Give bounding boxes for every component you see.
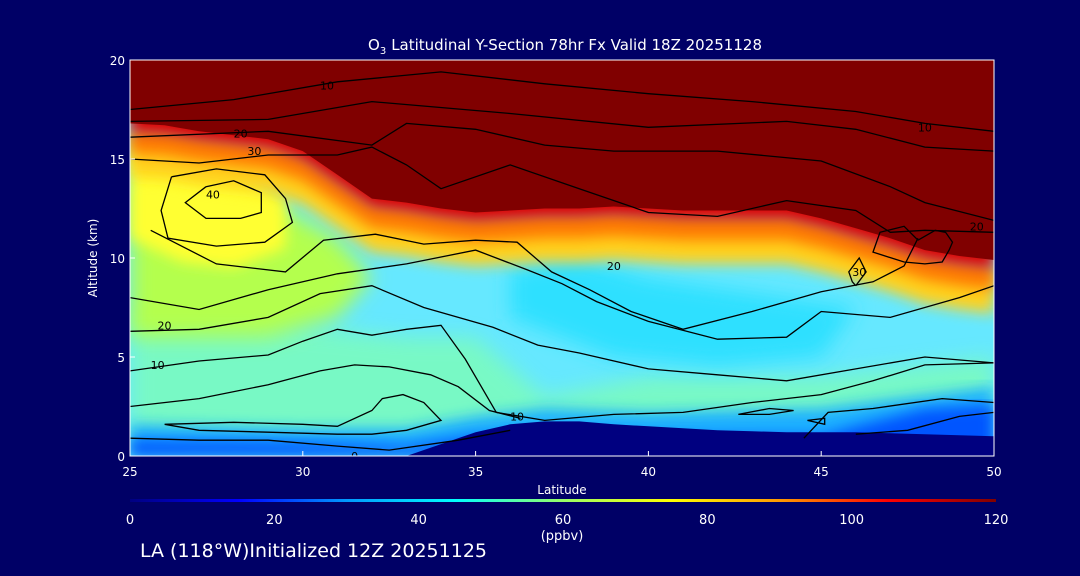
x-tick-label-40: 40: [641, 465, 656, 479]
colorbar-tick-20: 20: [266, 513, 283, 528]
contour-label-10: 30: [852, 266, 866, 279]
contour-line-30-3: [130, 146, 994, 233]
contour-line-10-16: [807, 417, 826, 426]
contour-line-20-7: [130, 249, 994, 340]
contour-line-10-13: [803, 397, 994, 439]
colorbar-tick-60: 60: [555, 513, 572, 528]
ozone-field: [130, 60, 994, 456]
contour-line-10-9: [130, 324, 994, 422]
colorbar-tick-40: 40: [410, 513, 427, 528]
x-tick-label-45: 45: [814, 465, 829, 479]
plot-area: 10 10 20 30 40 20 20 10 10 0 30 20: [130, 60, 994, 463]
colorbar-ticks: 0 20 40 60 80 100 120: [126, 513, 1009, 528]
y-tick-label-0: 0: [117, 450, 125, 464]
chart-title: O3 Latitudinal Y-Section 78hr Fx Valid 18…: [368, 36, 762, 57]
y-tick-label-10: 10: [110, 252, 125, 266]
x-axis-label: Latitude: [537, 483, 586, 497]
contour-label-4: 40: [206, 189, 220, 202]
y-tick-label-20: 20: [110, 54, 125, 68]
contour-line-30-17: [848, 256, 867, 287]
contour-line-10-11: [164, 393, 443, 435]
colorbar-tick-120: 120: [984, 513, 1009, 528]
x-tick-label-35: 35: [468, 465, 483, 479]
y-tick-label-15: 15: [110, 153, 125, 167]
contour-line-0-12: [130, 429, 511, 451]
x-tick-label-30: 30: [295, 465, 310, 479]
contour-label-0: 10: [320, 80, 334, 93]
contour-line-10-15: [738, 407, 794, 416]
y-tick-label-5: 5: [117, 351, 125, 365]
contour-line-20-18: [872, 225, 954, 265]
contour-labels: 10 10 20 30 40 20 20 10 10 0 30 20: [151, 80, 984, 463]
initialization-footer: LA (118°W)Initialized 12Z 20251125: [140, 540, 487, 562]
contour-line-10-0: [130, 71, 994, 132]
colorbar-units: (ppbv): [541, 529, 584, 544]
contour-line-10-14: [855, 411, 994, 435]
colorbar-tick-80: 80: [699, 513, 716, 528]
title-species-subscript: 3: [380, 46, 386, 57]
field-tropopause-orange: [130, 133, 994, 290]
contour-label-2: 20: [234, 127, 248, 140]
contour-lines: [130, 71, 994, 451]
title-text: Latitudinal Y-Section 78hr Fx Valid 18Z …: [391, 36, 762, 54]
x-tick-label-25: 25: [122, 465, 137, 479]
terrain-mask: [130, 421, 994, 456]
contour-label-8: 10: [510, 410, 524, 423]
contour-line-10-10: [130, 364, 521, 420]
contour-label-7: 10: [151, 359, 165, 372]
colorbar-tick-0: 0: [126, 513, 134, 528]
contour-line-30-6: [150, 229, 919, 330]
title-species-base: O: [368, 36, 380, 54]
contour-label-11: 20: [970, 220, 984, 233]
contour-label-9: 0: [351, 450, 358, 463]
contour-line-10-1: [130, 100, 994, 152]
field-stratosphere: [130, 60, 994, 260]
contour-label-6: 20: [158, 319, 172, 332]
contour-label-3: 30: [247, 145, 261, 158]
contour-label-5: 20: [607, 260, 621, 273]
contour-line-20-2: [130, 122, 994, 222]
contour-label-1: 10: [918, 121, 932, 134]
contour-line-40-4: [184, 180, 262, 220]
x-axis-ticks: 25 30 35 40 45 50: [122, 451, 1002, 479]
field-central-cyan: [510, 258, 856, 367]
contour-line-30-5: [160, 168, 294, 247]
colorbar-tick-100: 100: [839, 513, 864, 528]
x-tick-label-50: 50: [986, 465, 1001, 479]
colorbar: [130, 499, 996, 502]
contour-line-20-8: [130, 285, 994, 382]
y-axis-ticks: 0 5 10 15 20: [110, 54, 135, 464]
y-axis-label: Altitude (km): [86, 219, 100, 298]
